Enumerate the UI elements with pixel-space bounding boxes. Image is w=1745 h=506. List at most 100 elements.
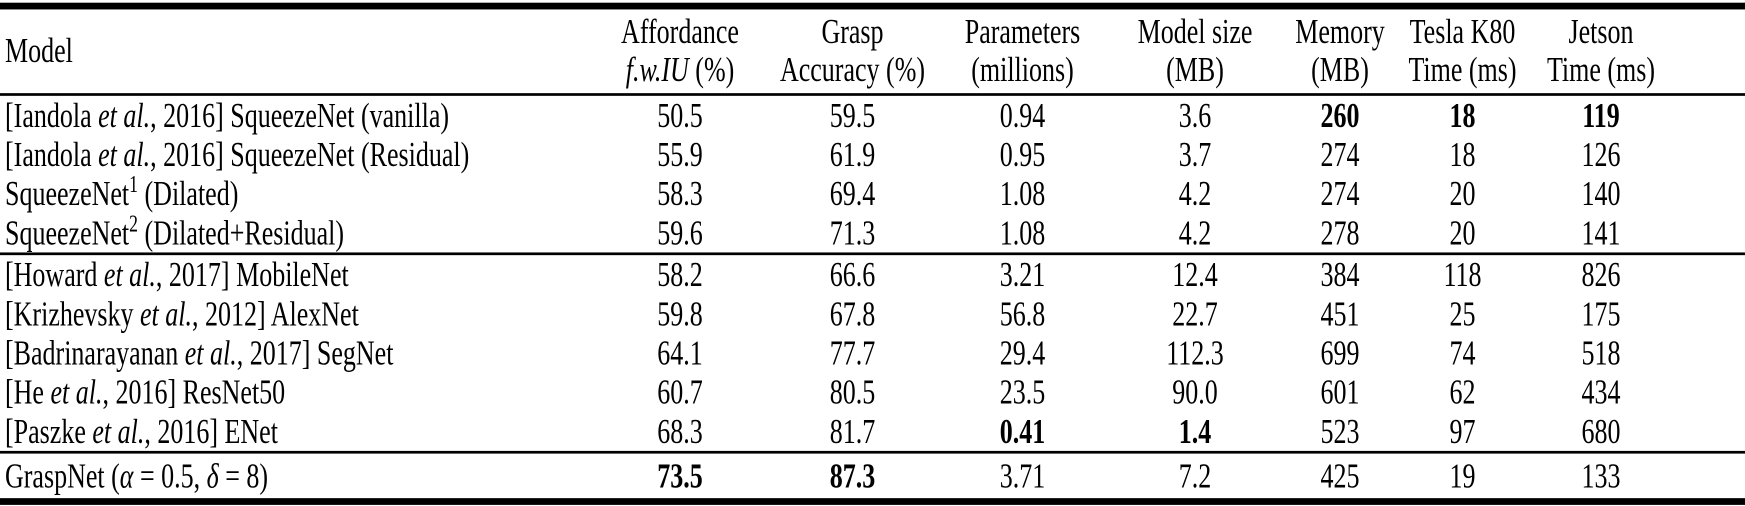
row-group-3: GraspNet (α = 0.5, δ = 8) 73.5 87.3 3.71 7.2… (0, 452, 1745, 501)
cell-model: [Paszke et al., 2016] ENet (5, 411, 278, 451)
cell-jetson: 140 (1581, 174, 1621, 214)
table-row: [He et al., 2016] ResNet50 60.7 80.5 23.5 90… (0, 373, 1745, 412)
cell-grasp: 67.8 (829, 294, 876, 334)
table-row: SqueezeNet2 (Dilated+Residual) 59.6 71.3 1.… (0, 209, 1745, 254)
column-header-label: Parameters (964, 12, 1081, 52)
column-header-sublabel: Time (ms) (1546, 49, 1656, 90)
cell-jetson: 133 (1581, 456, 1621, 496)
cell-modelsize: 1.4 (1178, 411, 1212, 451)
cell-modelsize: 3.6 (1178, 95, 1212, 135)
cell-grasp: 71.3 (829, 213, 876, 253)
cell-parameters: 1.08 (999, 213, 1046, 253)
column-header-label: Grasp (821, 12, 884, 52)
column-header-sublabel: (MB) (1166, 49, 1224, 90)
cell-teslak80: 20 (1449, 213, 1476, 253)
cell-memory: 274 (1320, 174, 1360, 214)
cell-teslak80: 97 (1449, 411, 1476, 451)
cell-parameters: 0.41 (999, 411, 1046, 451)
cell-modelsize: 3.7 (1178, 135, 1212, 175)
row-group-1: [Iandola et al., 2016] SqueezeNet (vanil… (0, 94, 1745, 254)
cell-grasp: 87.3 (829, 456, 876, 496)
column-header-teslak80: Tesla K80 Time (ms) (1400, 6, 1525, 96)
cell-affordance: 58.3 (657, 174, 703, 214)
cell-model: [He et al., 2016] ResNet50 (5, 372, 286, 412)
cell-teslak80: 18 (1449, 95, 1476, 135)
cell-affordance: 55.9 (657, 135, 703, 175)
cell-teslak80: 118 (1443, 255, 1482, 295)
cell-jetson: 518 (1581, 333, 1621, 373)
cell-model: SqueezeNet1 (Dilated) (5, 170, 239, 214)
header-row: Model Affordance f.w.IU (%) Grasp Accuracy (… (0, 6, 1745, 96)
cell-modelsize: 90.0 (1172, 372, 1218, 412)
cell-model: [Badrinarayanan et al., 2017] SegNet (5, 333, 394, 373)
column-header-label: Jetson (1568, 12, 1634, 52)
cell-grasp: 80.5 (829, 372, 876, 412)
cell-model: [Iandola et al., 2016] SqueezeNet (vanil… (5, 95, 450, 135)
table-row: [Paszke et al., 2016] ENet 68.3 81.7 0.41 1.… (0, 412, 1745, 453)
cell-parameters: 29.4 (999, 333, 1046, 373)
cell-teslak80: 25 (1449, 294, 1476, 334)
table-row: [Iandola et al., 2016] SqueezeNet (vanil… (0, 95, 1745, 135)
cell-modelsize: 4.2 (1178, 213, 1212, 253)
cell-grasp: 77.7 (829, 333, 876, 373)
cell-model: SqueezeNet2 (Dilated+Residual) (5, 209, 345, 253)
cell-model: [Krizhevsky et al., 2012] AlexNet (5, 294, 359, 334)
cell-memory: 384 (1320, 255, 1360, 295)
column-header-memory: Memory (MB) (1280, 6, 1400, 96)
cell-memory: 699 (1320, 333, 1360, 373)
cell-modelsize: 22.7 (1172, 294, 1218, 334)
table-row: [Krizhevsky et al., 2012] AlexNet 59.8 67.… (0, 294, 1745, 333)
cell-affordance: 58.2 (657, 255, 703, 295)
row-group-2: [Howard et al., 2017] MobileNet 58.2 66.6 3… (0, 253, 1745, 453)
cell-grasp: 59.5 (829, 95, 876, 135)
cell-model: GraspNet (α = 0.5, δ = 8) (5, 456, 269, 496)
column-header-label: Model size (1137, 12, 1253, 52)
table-row: [Badrinarayanan et al., 2017] SegNet 64.1… (0, 333, 1745, 372)
column-header-modelsize: Model size (MB) (1110, 6, 1280, 96)
cell-grasp: 66.6 (829, 255, 876, 295)
cell-jetson: 826 (1581, 255, 1621, 295)
cell-affordance: 64.1 (657, 333, 703, 373)
cell-jetson: 141 (1581, 213, 1621, 253)
column-header-grasp: Grasp Accuracy (%) (770, 6, 935, 96)
cell-parameters: 1.08 (999, 174, 1046, 214)
cell-affordance: 60.7 (657, 372, 703, 412)
cell-model: [Iandola et al., 2016] SqueezeNet (Resid… (5, 135, 470, 175)
column-header-jetson: Jetson Time (ms) (1525, 6, 1745, 96)
cell-affordance: 73.5 (657, 456, 703, 496)
cell-jetson: 434 (1581, 372, 1621, 412)
cell-grasp: 61.9 (829, 135, 876, 175)
cell-teslak80: 62 (1449, 372, 1476, 412)
cell-affordance: 68.3 (657, 411, 703, 451)
column-header-sublabel: (millions) (971, 49, 1074, 90)
column-header-label: Affordance (621, 12, 739, 52)
cell-parameters: 0.94 (999, 95, 1046, 135)
column-header-label: Model (5, 31, 73, 71)
cell-modelsize: 12.4 (1172, 255, 1218, 295)
column-header-model: Model (0, 6, 590, 96)
cell-jetson: 126 (1581, 135, 1621, 175)
cell-memory: 278 (1320, 213, 1360, 253)
cell-grasp: 69.4 (829, 174, 876, 214)
cell-modelsize: 112.3 (1166, 333, 1224, 373)
cell-memory: 274 (1320, 135, 1360, 175)
column-header-label: Tesla K80 (1409, 12, 1516, 52)
cell-modelsize: 7.2 (1178, 456, 1212, 496)
cell-teslak80: 74 (1449, 333, 1476, 373)
cell-memory: 260 (1320, 95, 1360, 135)
cell-teslak80: 18 (1449, 135, 1476, 175)
cell-jetson: 680 (1581, 411, 1621, 451)
table-row: [Howard et al., 2017] MobileNet 58.2 66.6 3… (0, 254, 1745, 295)
column-header-sublabel: f.w.IU (%) (625, 49, 735, 90)
column-header-affordance: Affordance f.w.IU (%) (590, 6, 770, 96)
cell-affordance: 59.6 (657, 213, 703, 253)
cell-affordance: 59.8 (657, 294, 703, 334)
table-row: [Iandola et al., 2016] SqueezeNet (Resid… (0, 135, 1745, 174)
cell-teslak80: 20 (1449, 174, 1476, 214)
cell-parameters: 23.5 (999, 372, 1046, 412)
column-header-sublabel: Accuracy (%) (779, 49, 926, 90)
cell-parameters: 3.71 (999, 456, 1046, 496)
cell-parameters: 56.8 (999, 294, 1046, 334)
